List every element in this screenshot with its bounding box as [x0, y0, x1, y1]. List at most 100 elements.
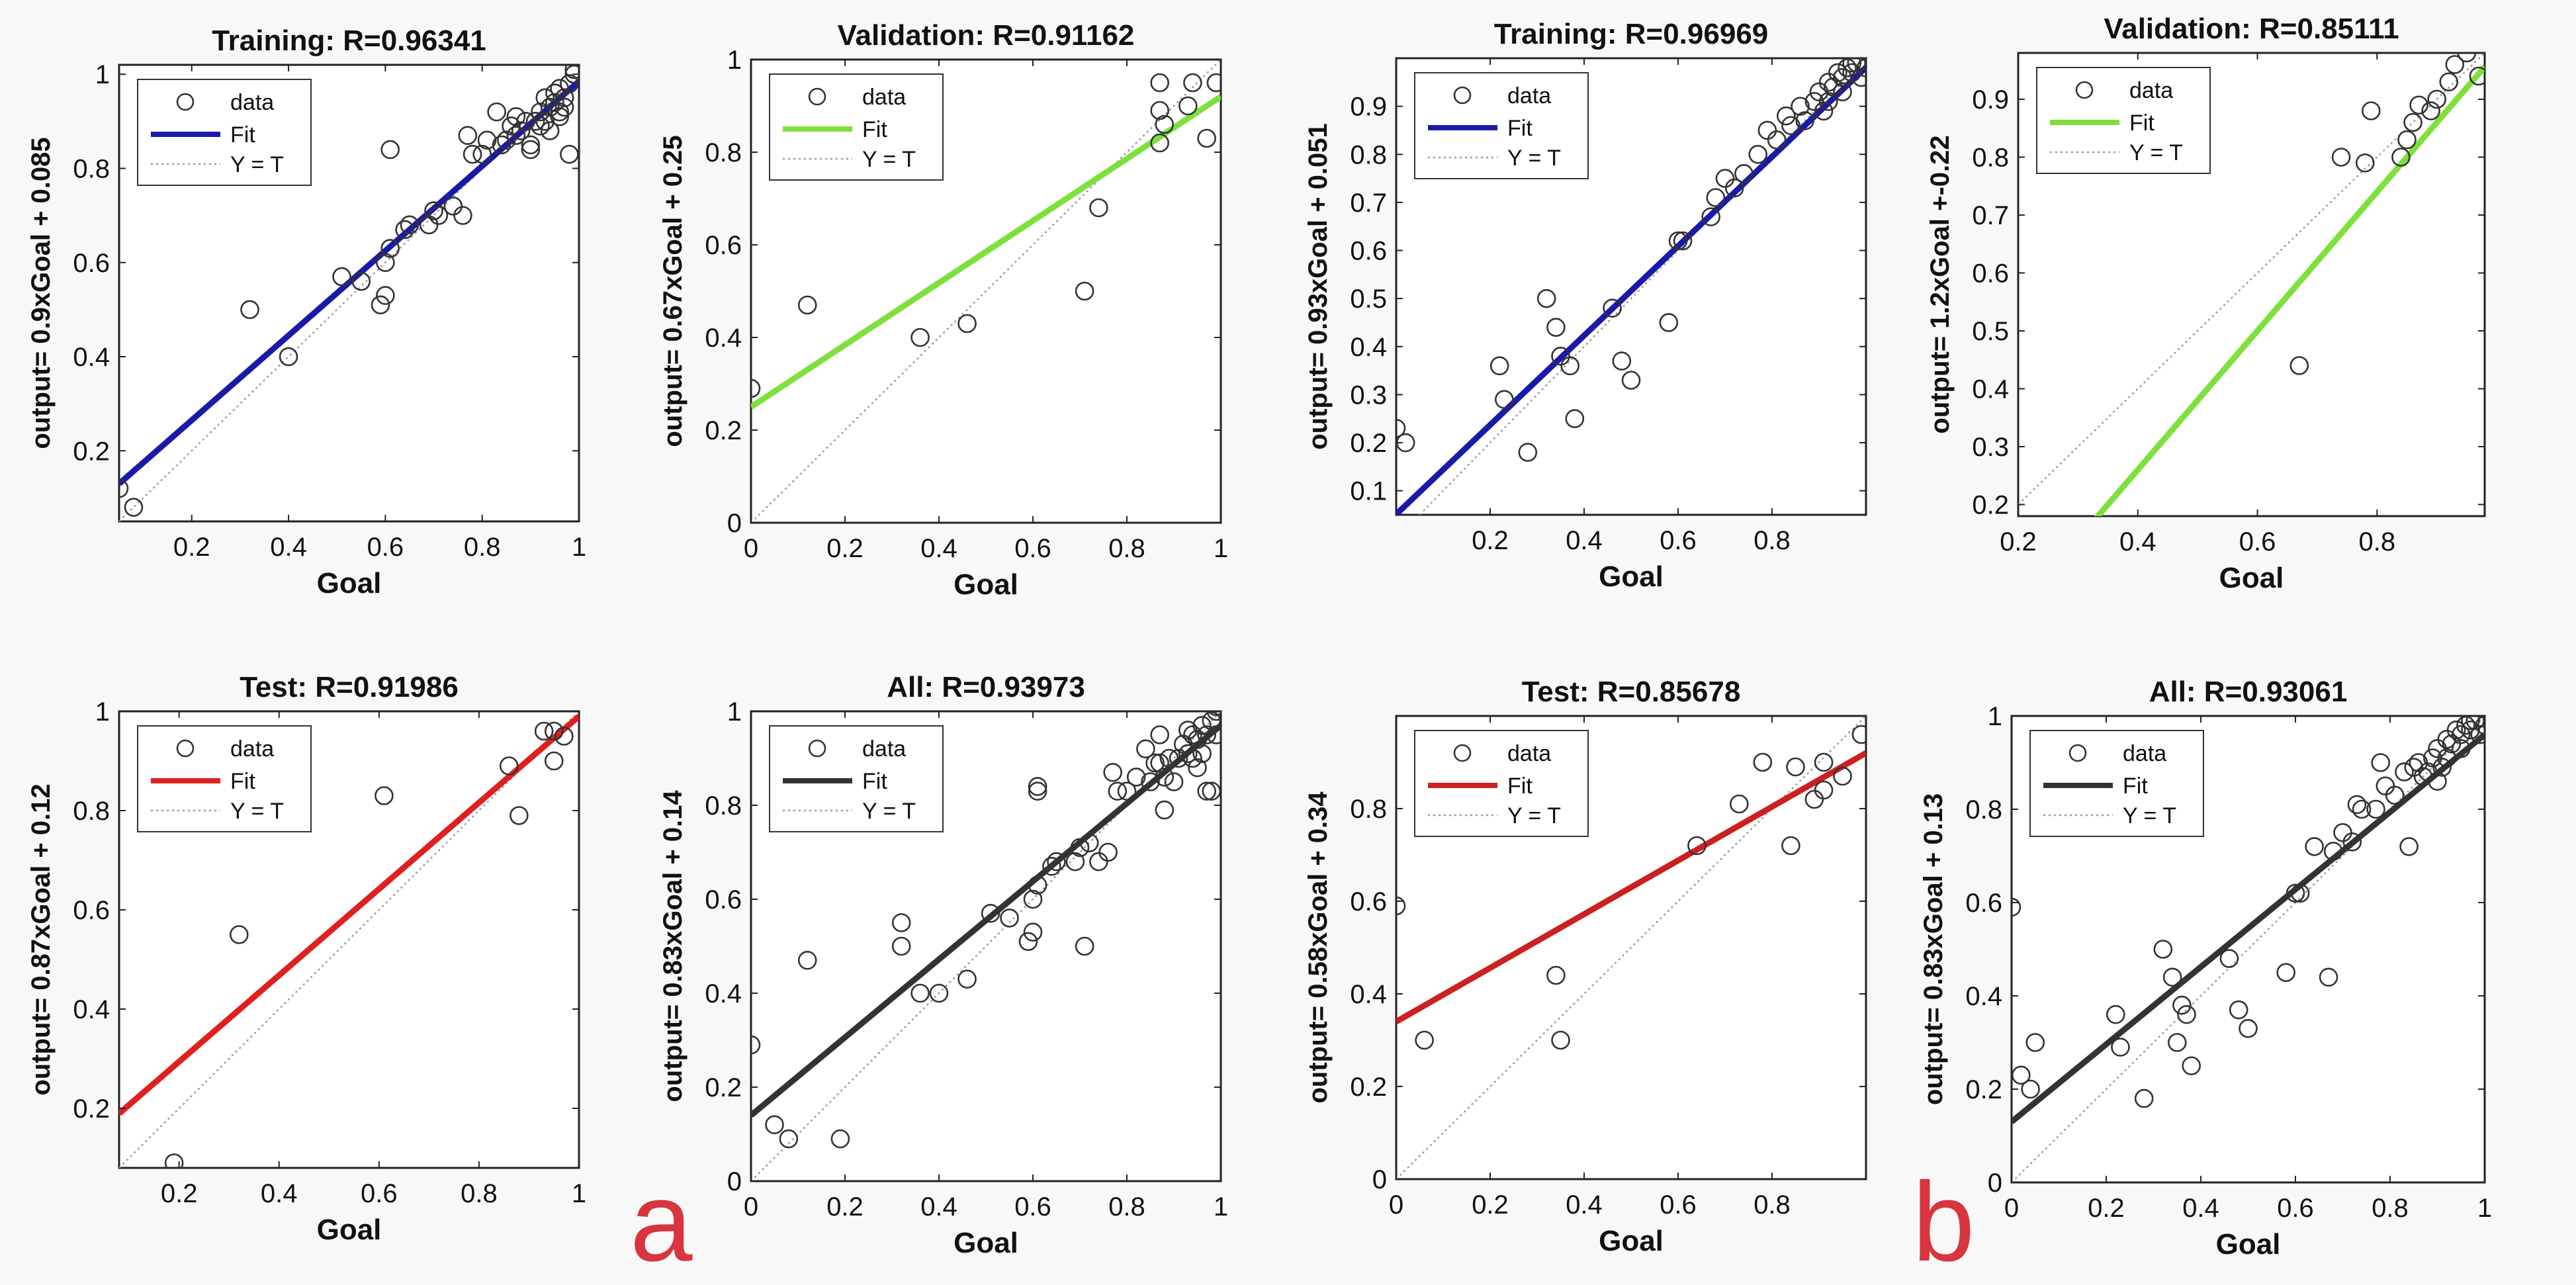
x-tick-label: 0.4 — [2182, 1194, 2219, 1223]
data-point — [534, 721, 554, 741]
data-point — [1396, 896, 1406, 916]
fit-line — [2094, 65, 2485, 516]
legend-identity-label: Y = T — [230, 152, 284, 177]
x-axis-label: Goal — [1599, 1225, 1664, 1257]
data-point — [1075, 936, 1094, 956]
data-point — [380, 140, 400, 159]
data-point — [1178, 744, 1198, 764]
y-tick-label: 0.8 — [73, 154, 110, 183]
y-tick-label: 0.4 — [73, 343, 110, 372]
y-tick-label: 0.4 — [73, 995, 110, 1024]
data-point — [419, 215, 439, 235]
x-axis-label: Goal — [954, 568, 1018, 601]
data-point — [891, 913, 911, 932]
data-point — [1075, 281, 1094, 301]
data-point — [1150, 725, 1169, 744]
y-tick-label: 0.4 — [1350, 333, 1387, 362]
data-point — [502, 116, 521, 136]
data-point — [2470, 725, 2485, 744]
chart-panels: 0.2 0.4 0.6 0.8 1 0.2 0.4 0.6 0.8 1 Training: R=0.… — [26, 13, 2492, 1261]
data-point — [1396, 418, 1406, 438]
legend-identity-label: Y = T — [2123, 803, 2176, 828]
y-axis-label: output= 0.83xGoal + 0.13 — [1919, 793, 1948, 1105]
legend-identity-label: Y = T — [2129, 140, 2183, 165]
y-axis-label: output= 0.9xGoal + 0.085 — [26, 137, 56, 449]
data-point — [124, 498, 144, 517]
chart-title: All: R=0.93973 — [887, 671, 1085, 703]
y-tick-label: 0.2 — [73, 437, 110, 466]
data-point — [477, 130, 497, 150]
y-tick-label: 0.9 — [1972, 85, 2009, 114]
data-point — [1183, 748, 1202, 768]
data-point — [511, 121, 531, 140]
data-point — [1851, 67, 1866, 87]
x-tick-label: 0.8 — [461, 1179, 498, 1208]
data-point — [2395, 762, 2414, 781]
y-tick-label: 0 — [1372, 1165, 1387, 1194]
data-point — [1108, 781, 1128, 801]
plot-content — [1396, 58, 1866, 515]
y-tick-label: 0 — [727, 509, 742, 538]
data-point — [535, 112, 555, 131]
legend: data Fit Y = T — [1414, 730, 1589, 837]
data-point — [376, 253, 395, 273]
data-point — [1668, 231, 1688, 251]
data-point — [1560, 356, 1579, 376]
data-point — [230, 925, 249, 944]
y-tick-label: 0.7 — [1350, 189, 1387, 218]
plot-content — [119, 711, 579, 1168]
data-point — [279, 347, 298, 367]
y-tick-label: 0.4 — [1350, 980, 1387, 1009]
data-point — [2391, 148, 2411, 167]
data-point — [1183, 73, 1202, 93]
data-point — [2451, 725, 2471, 744]
data-point — [506, 126, 526, 146]
y-axis-label: output= 0.83xGoal + 0.14 — [658, 790, 688, 1102]
y-axis-label: output= 0.58xGoal + 0.34 — [1304, 791, 1333, 1104]
x-axis-label: Goal — [1599, 560, 1664, 593]
data-point — [2439, 72, 2459, 92]
data-point — [487, 102, 506, 122]
y-tick-label: 0.2 — [705, 1073, 742, 1102]
chart-panel-3: 0.2 0.4 0.6 0.8 0.1 0.2 0.3 0.4 0.5 0.6 0.7 0.8 0.9 T… — [1304, 18, 1867, 593]
legend-identity-label: Y = T — [230, 799, 284, 824]
x-tick-label: 0.4 — [1566, 526, 1603, 555]
data-point — [540, 97, 560, 117]
data-point — [2421, 101, 2440, 120]
data-point — [1150, 133, 1169, 153]
data-point — [2012, 1065, 2031, 1085]
fit-line — [1396, 750, 1866, 1024]
y-axis-label: output= 1.2xGoal +-0.22 — [1926, 135, 1955, 433]
chart-title: All: R=0.93061 — [2149, 676, 2348, 708]
data-point — [1673, 231, 1693, 251]
data-point — [1023, 889, 1043, 909]
y-tick-label: 1 — [95, 60, 110, 89]
data-point — [2290, 883, 2310, 903]
data-point — [2347, 795, 2367, 815]
legend-data-label: data — [230, 90, 274, 115]
legend: data Fit Y = T — [2029, 730, 2204, 837]
data-point — [375, 786, 394, 805]
data-point — [453, 206, 472, 225]
data-point — [1202, 781, 1221, 801]
data-point — [1192, 744, 1212, 764]
data-point — [1192, 716, 1212, 735]
plot-content — [751, 711, 1221, 1181]
data-point — [1795, 111, 1814, 130]
data-point — [1565, 409, 1585, 429]
identity-line — [119, 711, 579, 1168]
y-tick-label: 0.2 — [1965, 1075, 2002, 1104]
x-tick-label: 0.6 — [2239, 527, 2276, 556]
panel-label-a: a — [630, 1159, 693, 1285]
data-point — [1546, 965, 1566, 985]
data-point — [2469, 66, 2485, 86]
y-tick-label: 1 — [727, 46, 742, 75]
y-tick-label: 0.7 — [1972, 201, 2009, 230]
data-point — [910, 328, 930, 347]
legend: data Fit Y = T — [1414, 72, 1589, 179]
y-tick-label: 1 — [95, 697, 110, 727]
data-point — [544, 721, 564, 741]
x-tick-label: 0.6 — [361, 1179, 398, 1208]
data-point — [1518, 443, 1538, 462]
data-point — [2134, 1088, 2154, 1108]
